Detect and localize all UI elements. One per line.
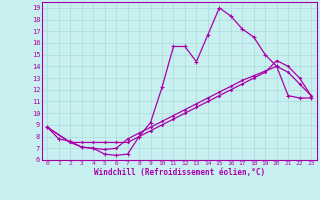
X-axis label: Windchill (Refroidissement éolien,°C): Windchill (Refroidissement éolien,°C) (94, 168, 265, 177)
